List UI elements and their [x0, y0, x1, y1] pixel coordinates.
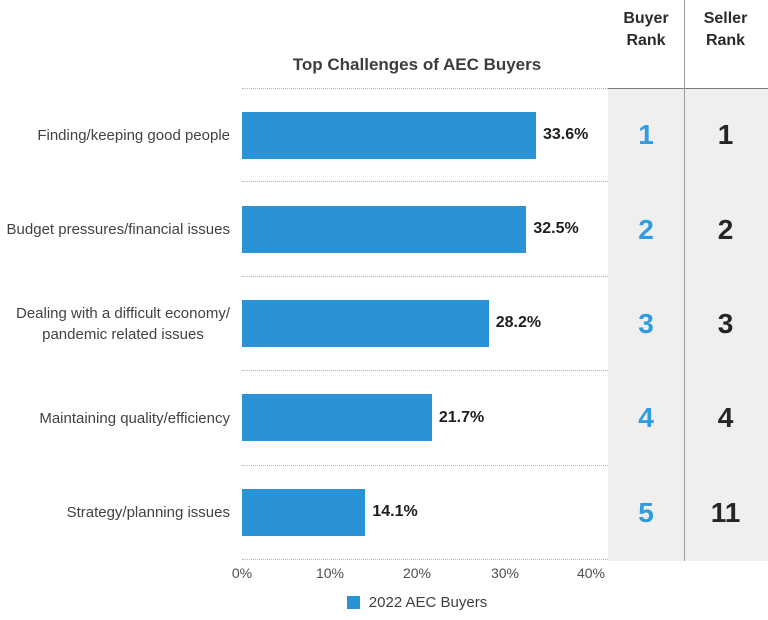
bar	[242, 394, 432, 442]
seller-rank-value: 1	[717, 119, 734, 151]
bar-scale: 33.6%	[242, 111, 592, 159]
bar-scale: 14.1%	[242, 488, 592, 536]
chart-title: Top Challenges of AEC Buyers	[292, 55, 542, 74]
category-label: Maintaining quality/efficiency	[0, 371, 230, 465]
bar-value-label: 21.7%	[438, 408, 485, 426]
seller-rank-value: 4	[717, 402, 734, 434]
bar-track: 14.1%	[242, 466, 608, 560]
category-label-text: Strategy/planning issues	[66, 504, 230, 522]
bar-track: 28.2%	[242, 277, 608, 372]
category-label: Budget pressures/financial issues	[0, 182, 230, 276]
category-label: Finding/keeping good people	[0, 88, 230, 182]
category-label: Strategy/planning issues	[0, 466, 230, 560]
x-axis-tick: 20%	[402, 565, 432, 581]
bar	[242, 299, 489, 347]
bar-scale: 21.7%	[242, 394, 592, 442]
bar-value-label: 14.1%	[372, 503, 418, 521]
x-axis-tick: 30%	[490, 565, 520, 581]
chart-row: Finding/keeping good people 33.6% 1 1	[0, 88, 768, 183]
bar-scale: 32.5%	[242, 205, 592, 253]
seller-rank-value: 2	[717, 213, 734, 245]
bar	[242, 488, 366, 536]
bar-scale: 28.2%	[242, 299, 592, 347]
x-axis-tick: 40%	[576, 565, 606, 581]
category-label-text: Maintaining quality/efficiency	[39, 409, 230, 427]
x-axis-tick: 0%	[231, 565, 253, 581]
seller-rank-header: Seller Rank	[703, 10, 748, 49]
legend-label: 2022 AEC Buyers	[368, 593, 488, 611]
category-label: Dealing with a difficult economy/ pandem…	[0, 277, 230, 371]
buyer-rank-value: 3	[638, 307, 654, 339]
bar-rows: Finding/keeping good people 33.6% 1 1 Bu…	[0, 88, 768, 560]
x-axis-tick: 10%	[315, 565, 345, 581]
buyer-rank-header: Buyer Rank	[623, 10, 669, 49]
seller-rank-value: 3	[717, 307, 734, 339]
category-label-text: Dealing with a difficult economy/ pandem…	[16, 304, 230, 343]
category-label-text: Budget pressures/financial issues	[6, 221, 230, 239]
legend-swatch	[346, 595, 360, 609]
bar-track: 33.6%	[242, 88, 608, 183]
x-axis: 0% 10% 20% 30% 40%	[0, 565, 768, 581]
buyer-rank-value: 1	[638, 119, 654, 151]
bar-track: 32.5%	[242, 182, 608, 277]
bar-track: 21.7%	[242, 371, 608, 466]
rank-table-background	[608, 88, 768, 561]
seller-rank-value: 11	[710, 496, 741, 528]
buyer-rank-value: 2	[638, 213, 654, 245]
buyer-rank-value: 5	[638, 496, 654, 528]
category-label-text: Finding/keeping good people	[37, 126, 230, 144]
chart-row: Budget pressures/financial issues 32.5% …	[0, 182, 768, 277]
bar-value-label: 33.6%	[543, 126, 589, 144]
chart-row: Maintaining quality/efficiency 21.7% 4 4	[0, 371, 768, 466]
chart-row: Strategy/planning issues 14.1% 5 11	[0, 466, 768, 560]
legend: 2022 AEC Buyers	[242, 593, 592, 611]
bar	[242, 111, 536, 159]
bar-value-label: 28.2%	[495, 314, 542, 332]
chart-row: Dealing with a difficult economy/ pandem…	[0, 277, 768, 372]
bar-value-label: 32.5%	[533, 220, 579, 238]
buyer-rank-value: 4	[638, 402, 654, 434]
rank-table-divider	[684, 0, 685, 561]
bar	[242, 205, 527, 253]
